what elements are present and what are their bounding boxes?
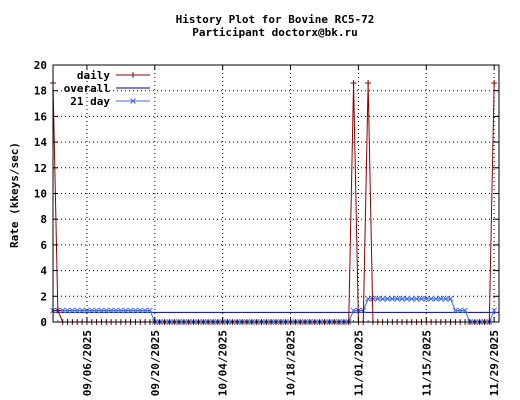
data-point [462, 307, 468, 314]
y-tick-label: 0 [40, 316, 47, 329]
data-point [84, 307, 90, 314]
data-point [423, 296, 430, 302]
x-tick-label: 09/06/2025 [81, 330, 94, 396]
data-point [54, 307, 61, 314]
data-point [137, 307, 144, 314]
series-line [53, 298, 495, 323]
y-tick-label: 14 [34, 136, 48, 149]
x-tick-label: 10/04/2025 [217, 330, 230, 396]
data-point [142, 307, 148, 314]
data-point [437, 296, 444, 302]
series-21-day [50, 296, 498, 325]
data-point [350, 79, 357, 86]
y-tick-label: 16 [34, 110, 48, 123]
data-point [452, 307, 459, 314]
legend-label: 21 day [70, 95, 110, 108]
legend-marker [130, 98, 136, 104]
data-point [88, 307, 95, 314]
axis-layer: 0 2 4 6 8 10 12 14 16 18 20 09/06/2025 09/20/2025 10/… [34, 59, 501, 396]
data-point [428, 296, 434, 302]
plot-frame [52, 64, 500, 323]
data-point [404, 296, 410, 302]
data-point [394, 296, 401, 302]
y-axis-label: Rate (kkeys/sec) [8, 142, 21, 248]
x-tick-label: 11/01/2025 [352, 330, 365, 396]
data-point [433, 296, 439, 302]
x-tick-label: 11/29/2025 [488, 330, 501, 396]
legend-marker [130, 72, 136, 78]
data-point [64, 307, 71, 314]
data-point [365, 296, 371, 302]
data-point [59, 307, 66, 314]
data-point [113, 307, 119, 314]
data-point [127, 307, 134, 314]
y-tick-label: 4 [40, 265, 47, 278]
y-tick-label: 2 [40, 290, 47, 303]
data-point [408, 296, 415, 302]
data-point [74, 307, 81, 314]
data-point [374, 296, 381, 302]
x-tick-label: 09/20/2025 [149, 330, 162, 396]
data-point [365, 79, 372, 86]
grid-layer [53, 65, 499, 322]
data-point [389, 296, 396, 302]
data-point [491, 79, 498, 86]
data-point [122, 307, 129, 314]
x-tick-label: 10/18/2025 [285, 330, 298, 396]
data-point [132, 307, 139, 314]
y-tick-label: 18 [34, 85, 47, 98]
data-point [108, 307, 115, 314]
data-point [69, 307, 76, 314]
y-tick-label: 6 [40, 239, 47, 252]
data-point [98, 307, 105, 314]
data-point [399, 296, 405, 302]
data-point [118, 307, 124, 314]
x-tick-label: 11/15/2025 [420, 330, 433, 396]
chart-title: History Plot for Bovine RC5-72 [176, 13, 375, 26]
y-tick-label: 10 [34, 188, 47, 201]
chart-subtitle: Participant doctorx@bk.ru [192, 26, 358, 39]
data-point [384, 296, 391, 302]
legend-label: overall [64, 82, 110, 95]
y-tick-label: 8 [40, 213, 47, 226]
data-point [147, 307, 153, 314]
data-point [491, 307, 498, 314]
data-point [379, 296, 386, 302]
data-point [93, 307, 100, 314]
data-point [442, 296, 449, 302]
series-line [52, 82, 495, 323]
y-tick-label: 20 [34, 59, 47, 72]
data-point [79, 307, 85, 314]
data-point [447, 296, 454, 302]
y-tick-label: 12 [34, 162, 47, 175]
data-point [418, 296, 425, 302]
legend-label: daily [77, 69, 110, 82]
data-point [103, 307, 110, 314]
data-point [457, 307, 464, 314]
data-point [350, 307, 357, 314]
data-point [413, 296, 420, 302]
